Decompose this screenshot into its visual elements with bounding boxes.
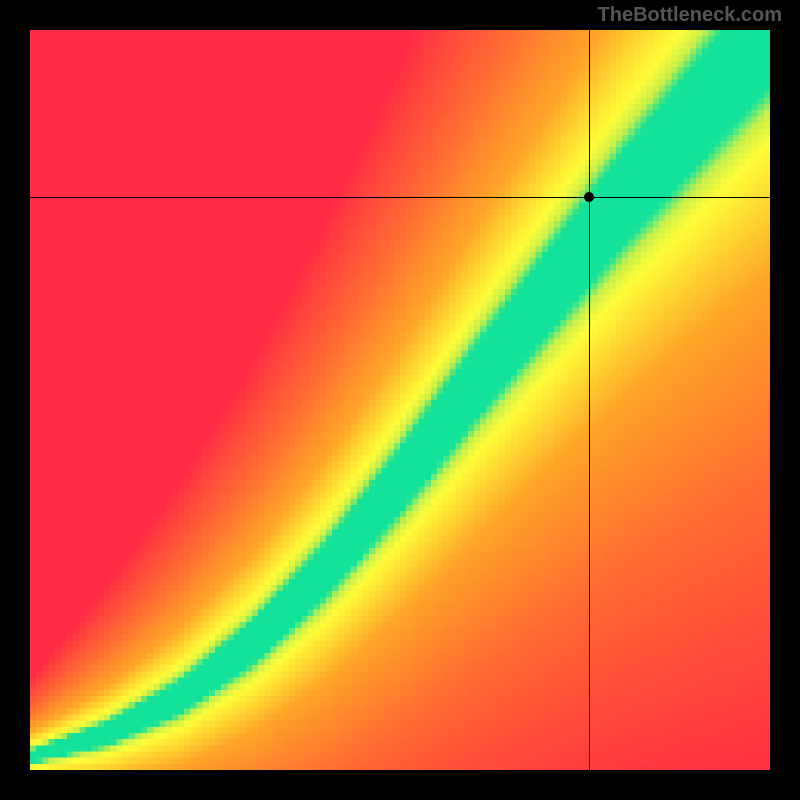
crosshair-vertical [589, 30, 590, 770]
heatmap-canvas [30, 30, 770, 770]
crosshair-horizontal [30, 197, 770, 198]
chart-container: TheBottleneck.com [0, 0, 800, 800]
crosshair-marker [584, 192, 594, 202]
watermark-text: TheBottleneck.com [598, 4, 782, 27]
plot-area [30, 30, 770, 770]
